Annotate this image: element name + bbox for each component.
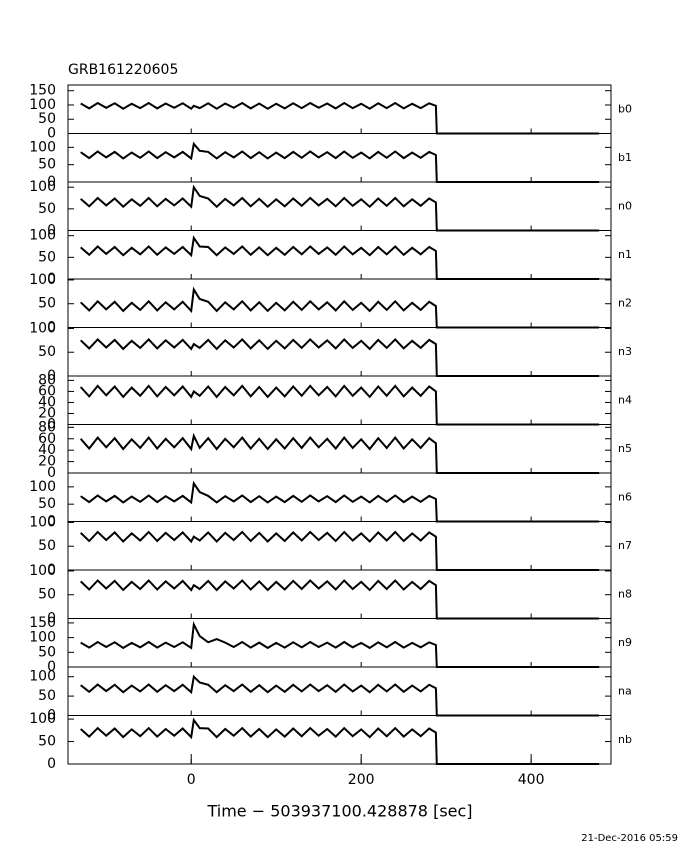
panel-label: n4 [618, 393, 632, 406]
y-tick-label: 0 [47, 320, 56, 336]
y-tick-label: 0 [47, 562, 56, 578]
y-tick-label: 0 [47, 271, 56, 287]
light-curve [80, 141, 600, 183]
y-tick-label: 0 [47, 223, 56, 239]
y-tick-label: 100 [29, 272, 56, 288]
x-tick-label: 0 [187, 772, 196, 788]
y-tick-label: 50 [38, 496, 56, 512]
y-tick-label: 0 [47, 417, 56, 433]
x-tick-label: 200 [348, 772, 375, 788]
panel-label: n6 [618, 490, 632, 503]
panel-label: n0 [618, 199, 632, 212]
y-tick-label: 0 [47, 126, 56, 142]
y-tick-label: 50 [38, 249, 56, 265]
y-tick-label: 20 [38, 454, 56, 470]
light-curve [80, 480, 600, 523]
y-tick-label: 0 [47, 611, 56, 627]
y-tick-label: 40 [38, 442, 56, 458]
y-tick-label: 0 [47, 514, 56, 530]
y-tick-label: 50 [38, 688, 56, 704]
y-tick-label: 100 [29, 320, 56, 336]
y-tick-label: 20 [38, 405, 56, 421]
y-tick-label: 40 [38, 394, 56, 410]
panel-label: b1 [618, 151, 632, 164]
y-tick-label: 0 [47, 465, 56, 481]
light-curve [79, 384, 600, 426]
y-tick-label: 50 [38, 734, 56, 750]
light-curve [79, 432, 600, 474]
light-curve [80, 337, 600, 377]
y-tick-label: 100 [29, 563, 56, 579]
y-tick-label: 0 [47, 174, 56, 190]
y-tick-label: 50 [38, 157, 56, 173]
light-curve [80, 235, 600, 280]
y-tick-label: 50 [38, 644, 56, 660]
y-tick-label: 0 [47, 368, 56, 384]
panel-label: n5 [618, 442, 632, 455]
panel-label: n2 [618, 296, 632, 309]
light-curve [80, 286, 600, 329]
y-tick-label: 0 [47, 756, 56, 772]
y-tick-label: 0 [47, 659, 56, 675]
panel-label: n9 [618, 636, 632, 649]
y-tick-label: 100 [29, 711, 56, 727]
light-curve [80, 674, 600, 717]
panel-label: n1 [618, 248, 632, 261]
light-curve [80, 620, 600, 668]
panel-label: n8 [618, 587, 632, 600]
y-tick-label: 150 [29, 83, 56, 99]
panel-label: n7 [618, 539, 632, 552]
y-tick-label: 50 [38, 538, 56, 554]
y-tick-label: 100 [29, 179, 56, 195]
x-tick-label: 400 [518, 772, 545, 788]
y-tick-label: 100 [29, 669, 56, 685]
light-curve [80, 184, 600, 232]
panel-label: na [618, 684, 632, 697]
panel-label: nb [618, 733, 632, 746]
y-tick-label: 100 [29, 630, 56, 646]
panel-label: n3 [618, 345, 632, 358]
y-tick-label: 60 [38, 431, 56, 447]
y-tick-label: 100 [29, 514, 56, 530]
y-tick-label: 60 [38, 383, 56, 399]
panel-label: b0 [618, 102, 632, 115]
y-tick-label: 50 [38, 296, 56, 312]
y-tick-label: 50 [38, 111, 56, 127]
y-tick-label: 50 [38, 201, 56, 217]
y-tick-label: 80 [38, 419, 56, 435]
timestamp: 21-Dec-2016 05:59 [581, 833, 678, 844]
light-curve [80, 717, 600, 765]
x-axis-label: Time − 503937100.428878 [sec] [206, 802, 472, 821]
y-tick-label: 100 [29, 479, 56, 495]
y-tick-label: 0 [47, 708, 56, 724]
y-tick-label: 50 [38, 344, 56, 360]
chart-title: GRB161220605 [68, 62, 178, 78]
light-curve [80, 101, 600, 135]
y-tick-label: 50 [38, 587, 56, 603]
light-curve [80, 530, 600, 571]
y-tick-label: 100 [29, 228, 56, 244]
light-curve [80, 579, 600, 620]
y-tick-label: 150 [29, 615, 56, 631]
y-tick-label: 80 [38, 372, 56, 388]
y-tick-label: 100 [29, 97, 56, 113]
y-tick-label: 100 [29, 139, 56, 155]
panel-frame [67, 715, 612, 765]
